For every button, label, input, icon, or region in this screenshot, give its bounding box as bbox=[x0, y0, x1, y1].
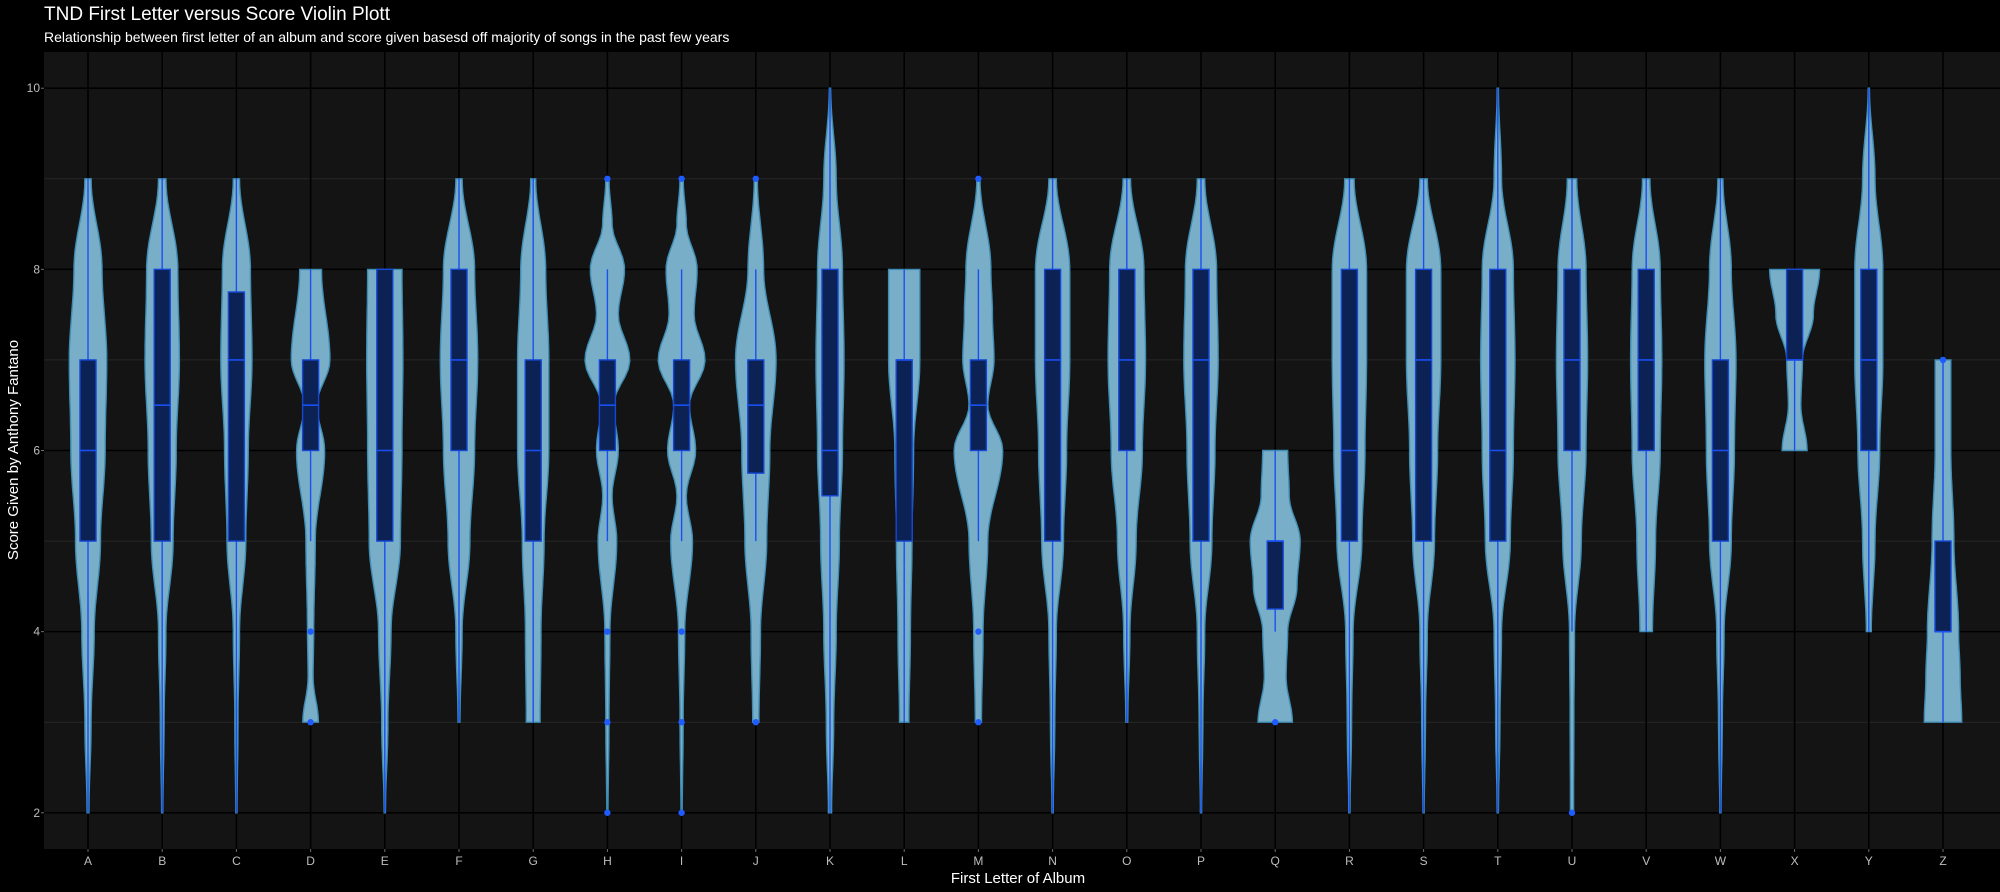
y-tick-label: 4 bbox=[33, 625, 40, 639]
x-tick-label-i: I bbox=[680, 854, 683, 868]
box-k bbox=[821, 268, 839, 497]
chart-title: TND First Letter versus Score Violin Plo… bbox=[44, 4, 391, 25]
box-p bbox=[1192, 268, 1210, 542]
box-q bbox=[1266, 540, 1284, 610]
outlier-i bbox=[678, 628, 685, 635]
x-tick-label-a: A bbox=[84, 854, 92, 868]
y-axis-title: Score Given by Anthony Fantano bbox=[5, 340, 22, 560]
x-tick-label-w: W bbox=[1715, 854, 1727, 868]
x-tick-label-p: P bbox=[1197, 854, 1205, 868]
x-tick-label-s: S bbox=[1420, 854, 1428, 868]
outlier-j bbox=[752, 175, 759, 182]
x-tick-label-e: E bbox=[381, 854, 389, 868]
x-axis: A B C D E F G H I J K L M N O P Q R S T U V W X Y Z bbox=[84, 849, 1947, 868]
outlier-h bbox=[604, 809, 611, 816]
outlier-h bbox=[604, 719, 611, 726]
box-j bbox=[747, 359, 765, 474]
x-tick-label-j: J bbox=[753, 854, 759, 868]
box-t bbox=[1489, 268, 1507, 542]
x-tick-label-x: X bbox=[1791, 854, 1799, 868]
box-c bbox=[227, 291, 246, 542]
box-l bbox=[895, 359, 913, 542]
outlier-q bbox=[1272, 719, 1279, 726]
outlier-m bbox=[975, 175, 982, 182]
x-tick-label-r: R bbox=[1345, 854, 1354, 868]
x-tick-label-k: K bbox=[826, 854, 834, 868]
outlier-d bbox=[307, 719, 314, 726]
x-tick-label-y: Y bbox=[1865, 854, 1873, 868]
outlier-u bbox=[1568, 809, 1576, 816]
outlier-z bbox=[1939, 356, 1947, 364]
outlier-h bbox=[604, 628, 611, 635]
y-tick-label: 2 bbox=[33, 806, 40, 820]
box-s bbox=[1414, 268, 1433, 542]
x-axis-title: First Letter of Album bbox=[951, 870, 1085, 887]
outlier-i bbox=[678, 175, 685, 182]
outlier-i bbox=[678, 719, 685, 726]
chart-subtitle: Relationship between first letter of an … bbox=[44, 29, 729, 45]
outlier-i bbox=[678, 809, 685, 816]
box-r bbox=[1340, 268, 1359, 542]
x-tick-label-u: U bbox=[1568, 854, 1577, 868]
outlier-h bbox=[604, 175, 611, 182]
x-tick-label-f: F bbox=[455, 854, 462, 868]
outlier-j bbox=[752, 719, 759, 726]
x-tick-label-b: B bbox=[158, 854, 166, 868]
y-tick-label: 10 bbox=[27, 81, 41, 95]
box-n bbox=[1043, 268, 1062, 542]
x-tick-label-z: Z bbox=[1939, 854, 1946, 868]
x-tick-label-m: M bbox=[973, 854, 983, 868]
x-tick-label-d: D bbox=[306, 854, 315, 868]
y-axis: 2 4 6 8 10 bbox=[27, 81, 44, 820]
box-layer bbox=[79, 88, 1952, 816]
box-z bbox=[1934, 540, 1952, 633]
x-tick-label-l: L bbox=[901, 854, 908, 868]
outlier-m bbox=[975, 719, 982, 726]
box-e bbox=[376, 268, 394, 542]
x-tick-label-g: G bbox=[529, 854, 538, 868]
x-tick-label-t: T bbox=[1494, 854, 1502, 868]
x-tick-label-o: O bbox=[1122, 854, 1131, 868]
x-tick-label-n: N bbox=[1048, 854, 1057, 868]
x-tick-label-c: C bbox=[232, 854, 241, 868]
x-tick-label-q: Q bbox=[1271, 854, 1280, 868]
x-tick-label-h: H bbox=[603, 854, 612, 868]
y-tick-label: 6 bbox=[33, 444, 40, 458]
y-tick-label: 8 bbox=[33, 262, 40, 276]
x-tick-label-v: V bbox=[1642, 854, 1650, 868]
outlier-m bbox=[975, 628, 982, 635]
box-x bbox=[1785, 268, 1804, 361]
outlier-d bbox=[307, 628, 314, 635]
